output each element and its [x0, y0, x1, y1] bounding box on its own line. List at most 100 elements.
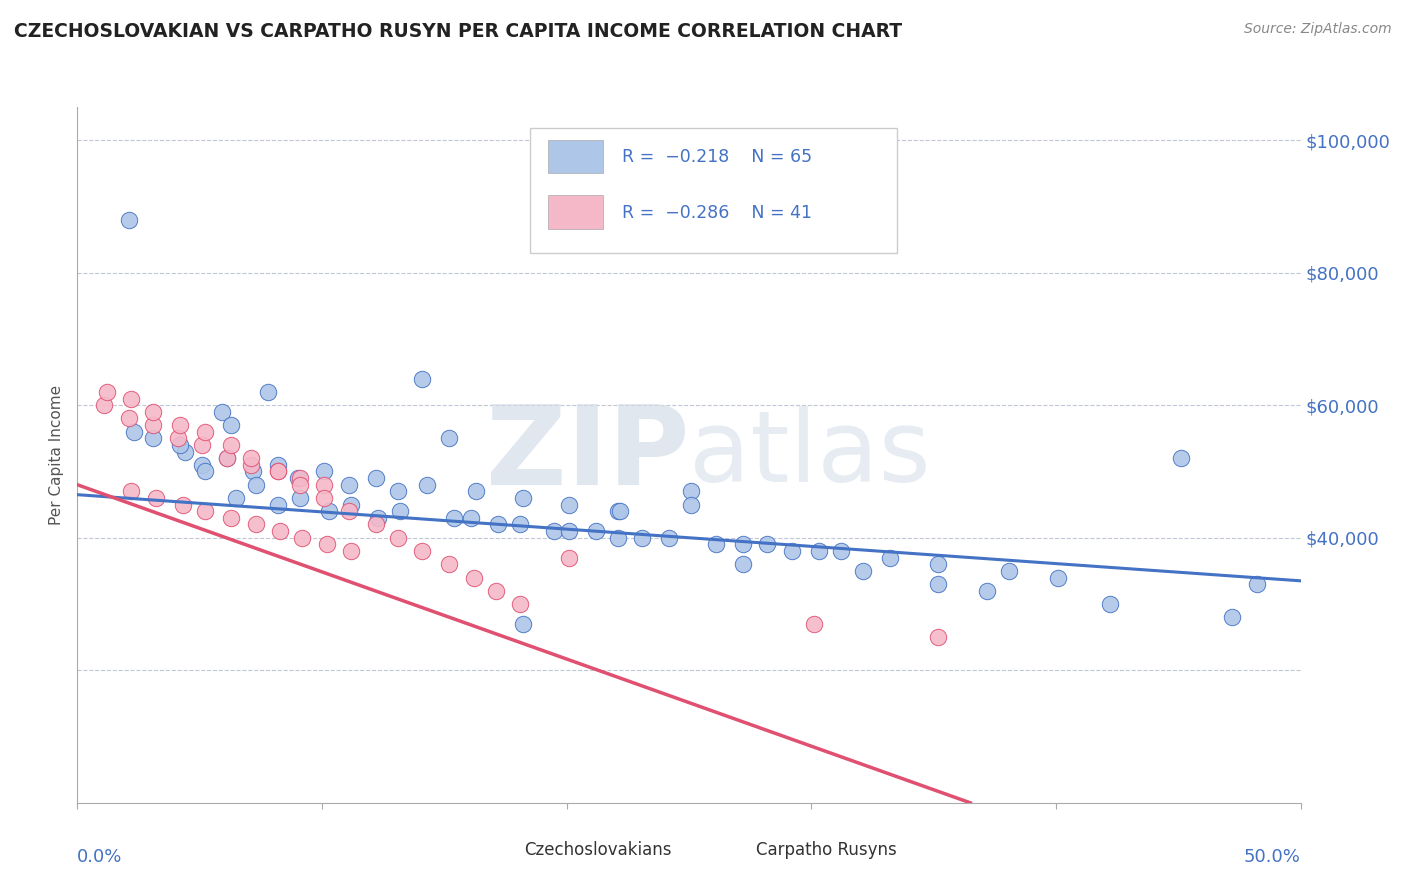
Point: [460, 511, 482, 525]
Point: [191, 458, 214, 472]
Point: [387, 484, 409, 499]
Point: [416, 477, 439, 491]
Text: Czechoslovakians: Czechoslovakians: [524, 841, 671, 859]
Point: [221, 418, 243, 433]
Point: [211, 405, 233, 419]
Point: [731, 537, 754, 551]
Point: [118, 212, 141, 227]
FancyBboxPatch shape: [530, 128, 897, 253]
Point: [585, 524, 607, 538]
FancyBboxPatch shape: [702, 838, 748, 862]
Point: [287, 471, 309, 485]
Point: [976, 583, 998, 598]
Point: [314, 477, 336, 491]
Point: [609, 504, 631, 518]
Point: [367, 511, 389, 525]
Point: [756, 537, 779, 551]
Point: [879, 550, 901, 565]
Point: [437, 431, 460, 445]
Point: [257, 384, 280, 399]
Point: [96, 384, 118, 399]
Point: [215, 451, 238, 466]
Point: [291, 531, 314, 545]
Point: [288, 471, 311, 485]
Point: [242, 465, 264, 479]
Point: [512, 616, 534, 631]
Point: [1098, 597, 1121, 611]
Point: [927, 630, 949, 644]
Point: [927, 577, 949, 591]
Point: [191, 438, 214, 452]
Point: [193, 465, 215, 479]
Point: [807, 544, 830, 558]
Point: [315, 537, 337, 551]
Point: [463, 570, 485, 584]
Point: [681, 484, 703, 499]
Point: [558, 498, 581, 512]
Point: [607, 531, 630, 545]
Point: [558, 550, 581, 565]
Point: [142, 431, 165, 445]
Point: [169, 418, 191, 433]
Text: ZIP: ZIP: [485, 401, 689, 508]
Point: [364, 517, 387, 532]
Point: [318, 504, 340, 518]
FancyBboxPatch shape: [548, 140, 603, 173]
Point: [607, 504, 630, 518]
Point: [340, 498, 363, 512]
Point: [174, 444, 197, 458]
Point: [221, 511, 243, 525]
Point: [314, 465, 336, 479]
Point: [387, 531, 409, 545]
Point: [389, 504, 412, 518]
Point: [337, 477, 360, 491]
Point: [118, 411, 141, 425]
Point: [142, 418, 165, 433]
Point: [221, 438, 243, 452]
Point: [172, 498, 194, 512]
Point: [704, 537, 727, 551]
Point: [337, 504, 360, 518]
Point: [1220, 610, 1243, 624]
Y-axis label: Per Capita Income: Per Capita Income: [49, 384, 65, 525]
Point: [267, 498, 290, 512]
Point: [437, 558, 460, 572]
Point: [411, 544, 433, 558]
Point: [558, 524, 581, 538]
Point: [145, 491, 167, 505]
Point: [681, 498, 703, 512]
Point: [340, 544, 363, 558]
Point: [830, 544, 852, 558]
Point: [120, 484, 142, 499]
Point: [193, 504, 215, 518]
Point: [245, 517, 267, 532]
Point: [240, 458, 263, 472]
Point: [142, 405, 165, 419]
Point: [512, 491, 534, 505]
Text: R =  −0.218    N = 65: R = −0.218 N = 65: [621, 148, 811, 166]
Point: [120, 392, 142, 406]
Point: [215, 451, 238, 466]
Text: atlas: atlas: [689, 407, 931, 503]
Point: [267, 465, 290, 479]
Text: Source: ZipAtlas.com: Source: ZipAtlas.com: [1244, 22, 1392, 37]
Point: [998, 564, 1021, 578]
Point: [411, 372, 433, 386]
Point: [166, 431, 188, 445]
Point: [443, 511, 465, 525]
Point: [267, 465, 290, 479]
Point: [509, 517, 531, 532]
Point: [240, 451, 263, 466]
Point: [93, 398, 115, 412]
Text: 50.0%: 50.0%: [1244, 848, 1301, 866]
FancyBboxPatch shape: [468, 838, 515, 862]
Point: [509, 597, 531, 611]
Text: R =  −0.286    N = 41: R = −0.286 N = 41: [621, 203, 811, 222]
Point: [485, 583, 508, 598]
Point: [169, 438, 191, 452]
Point: [364, 471, 387, 485]
Text: Carpatho Rusyns: Carpatho Rusyns: [756, 841, 897, 859]
Text: 0.0%: 0.0%: [77, 848, 122, 866]
Point: [465, 484, 488, 499]
Point: [267, 458, 290, 472]
